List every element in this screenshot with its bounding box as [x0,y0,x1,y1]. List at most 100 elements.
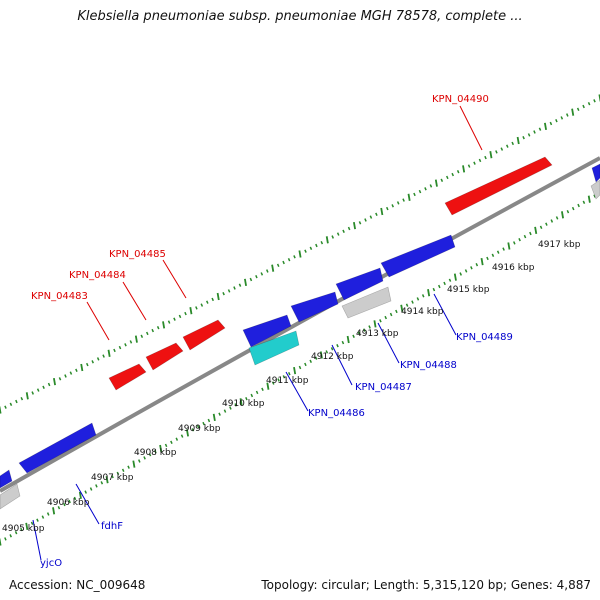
scale-label-4906: 4906 kbp [47,498,90,508]
gene-label-kpn-04488[interactable]: KPN_04488 [400,360,457,371]
scale-label-4910: 4910 kbp [222,399,265,409]
tick-mark [576,107,580,111]
tick-mark [68,499,71,504]
tick-mark [448,278,452,282]
tick-mark [545,222,548,226]
tick-mark [440,178,444,182]
tick-mark [200,303,204,307]
gene-label-kpn-04483[interactable]: KPN_04483 [31,291,88,302]
tick-mark [386,206,389,211]
gene-label-kpn-04487[interactable]: KPN_04487 [355,382,412,393]
gene-fdhF[interactable] [18,422,97,474]
tick-mark [260,272,264,276]
tick-mark [325,350,329,354]
tick-mark [593,194,596,198]
gene-label-yjcO[interactable]: yjcO [40,558,62,569]
gene-kpn-04485[interactable] [182,319,226,351]
tick-mark [364,218,367,222]
tick-mark [438,284,441,289]
tick-mark [309,246,313,250]
tick-mark [0,538,2,546]
gene-label-kpn-04485[interactable]: KPN_04485 [109,249,166,260]
tick-mark [238,283,242,287]
tick-mark [9,402,13,406]
tick-mark [550,219,554,223]
tick-mark [63,502,66,507]
gene-kpn-04490[interactable] [444,156,553,216]
gene-gray-4905[interactable] [0,483,21,510]
tick-mark [244,278,247,287]
tick-mark [156,326,160,330]
tick-mark [36,388,40,392]
tick-mark [443,281,446,286]
gene-label-kpn-04486[interactable]: KPN_04486 [308,408,365,419]
tick-mark [189,307,193,315]
tick-mark [456,170,460,174]
tick-mark [480,257,484,266]
tick-mark [516,136,520,145]
gene-gray-right [590,179,600,200]
tick-mark [555,216,559,220]
tick-mark [78,491,82,499]
tick-mark [413,192,416,197]
tick-mark [298,250,302,258]
tick-mark [298,365,302,370]
tick-mark [249,277,253,282]
gene-kpn-04488[interactable] [335,267,384,301]
tick-mark [124,343,127,347]
tick-mark [111,474,114,479]
tick-mark [47,382,51,387]
tick-mark [411,300,414,304]
tick-mark [500,147,504,151]
scale-label-4913: 4913 kbp [356,329,399,339]
tick-mark [186,429,189,437]
tick-mark [320,241,324,245]
tick-mark [222,292,225,296]
gene-kpn-04486-blue[interactable] [242,314,292,348]
tick-mark [170,440,173,444]
tick-mark [330,347,334,351]
tick-mark [287,258,291,262]
tick-mark [566,113,569,117]
tick-mark [223,409,227,413]
tick-mark [167,320,171,324]
tick-mark [255,390,259,395]
gene-label-kpn-04489[interactable]: KPN_04489 [456,332,513,343]
scale-label-4907: 4907 kbp [91,473,134,483]
tick-mark [0,406,2,414]
tick-mark [484,155,487,160]
tick-mark [421,294,425,298]
tick-mark [495,150,498,154]
scale-label-4917: 4917 kbp [538,240,581,250]
tick-mark [434,179,438,187]
tick-mark [544,122,547,131]
tick-mark [129,340,133,344]
gene-label-kpn-04490[interactable]: KPN_04490 [432,94,489,105]
gene-kpn-04484[interactable] [145,342,184,371]
scale-label-4908: 4908 kbp [134,448,177,458]
gene-right-edge-fwd [591,163,600,183]
tick-mark [127,465,130,469]
tick-mark [212,413,216,422]
tick-mark [352,334,355,338]
tick-mark [14,531,18,535]
tick-mark [513,241,516,245]
gene-kpn-04487[interactable] [290,291,339,323]
tick-mark [276,263,280,267]
gene-kpn-04489[interactable] [380,234,456,278]
tick-mark [304,249,307,253]
tick-mark [64,374,67,378]
tick-mark [233,286,236,290]
tick-mark [86,362,89,367]
tick-mark [368,325,371,329]
gene-kpn-04483[interactable] [108,363,147,391]
gene-label-kpn-04484[interactable]: KPN_04484 [69,270,126,281]
tick-mark [4,405,7,409]
tick-mark [36,518,39,522]
tick-mark [506,144,509,148]
gene-gray-4913[interactable] [341,286,392,319]
gene-kpn-04486-cyan[interactable] [248,330,300,366]
tick-mark [288,372,291,376]
tick-mark [227,289,231,293]
gene-label-fdhF[interactable]: fdhF [101,521,123,532]
